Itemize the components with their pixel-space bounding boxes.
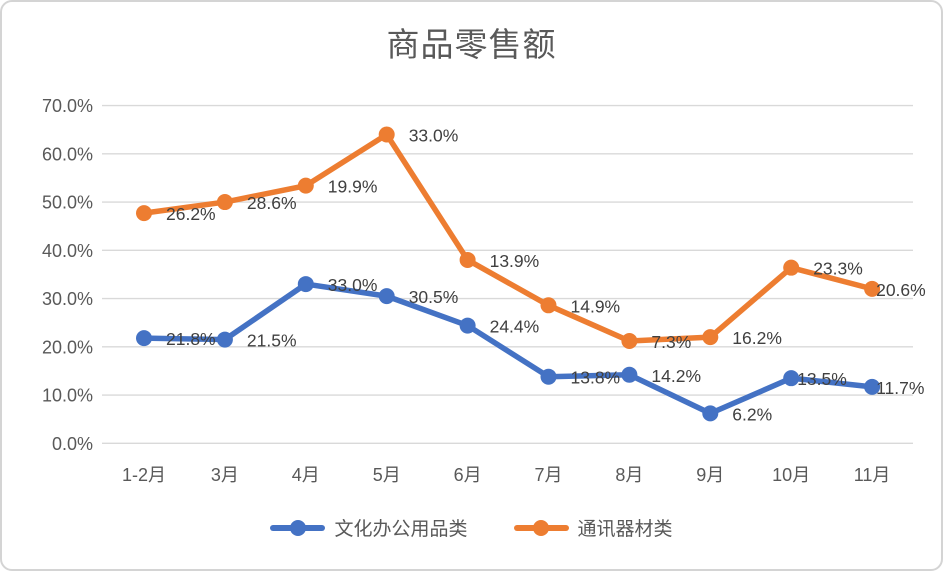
data-point-marker xyxy=(702,329,719,346)
legend-marker-icon xyxy=(270,519,326,536)
data-point-label: 26.2% xyxy=(166,204,216,224)
y-tick-label: 70.0% xyxy=(42,96,93,116)
legend-item-1: 通讯器材类 xyxy=(513,514,673,541)
legend-item-0: 文化办公用品类 xyxy=(270,514,468,541)
series-line-0 xyxy=(141,281,875,417)
legend-label: 通讯器材类 xyxy=(577,519,673,540)
data-point-marker xyxy=(540,368,557,385)
data-point-marker xyxy=(297,276,314,293)
data-point-label: 13.5% xyxy=(797,369,847,389)
data-point-marker xyxy=(378,126,395,143)
data-point-marker xyxy=(297,177,314,194)
data-point-marker xyxy=(864,378,881,395)
data-point-marker xyxy=(783,370,800,387)
data-point-label: 14.2% xyxy=(651,366,701,386)
data-point-marker xyxy=(864,280,881,297)
data-point-marker xyxy=(136,205,152,222)
legend-label: 文化办公用品类 xyxy=(334,519,468,540)
data-point-marker xyxy=(540,297,557,314)
data-point-marker xyxy=(216,194,233,211)
data-point-label: 16.2% xyxy=(732,328,782,348)
x-tick-label: 1-2月 xyxy=(122,465,166,485)
data-point-label: 14.9% xyxy=(571,296,621,316)
y-tick-label: 0.0% xyxy=(52,434,93,454)
chart-title: 商品零售额 xyxy=(386,26,557,63)
data-point-label: 21.5% xyxy=(247,331,297,351)
data-point-label: 11.7% xyxy=(876,378,924,398)
y-tick-label: 10.0% xyxy=(42,386,93,406)
x-tick-label: 11月 xyxy=(854,465,891,485)
y-tick-label: 40.0% xyxy=(42,241,93,261)
data-point-label: 33.0% xyxy=(409,126,459,146)
data-point-label: 24.4% xyxy=(490,317,540,337)
data-point-label: 13.8% xyxy=(571,368,621,388)
data-point-label: 21.8% xyxy=(166,329,216,349)
data-point-marker xyxy=(621,366,638,383)
data-point-marker xyxy=(459,251,476,268)
x-tick-label: 3月 xyxy=(211,465,239,485)
data-point-label: 6.2% xyxy=(732,404,772,424)
x-tick-label: 10月 xyxy=(772,465,810,485)
chart-legend: 文化办公用品类 通讯器材类 xyxy=(2,514,941,541)
x-tick-label: 6月 xyxy=(454,465,482,485)
data-point-marker xyxy=(216,331,233,348)
legend-marker-icon xyxy=(513,519,569,536)
y-tick-label: 30.0% xyxy=(42,289,93,309)
data-point-label: 13.9% xyxy=(490,251,540,271)
data-point-marker xyxy=(702,405,719,422)
y-tick-label: 50.0% xyxy=(42,193,93,213)
data-point-marker xyxy=(783,259,800,276)
data-point-label: 28.6% xyxy=(247,193,297,213)
x-tick-label: 5月 xyxy=(373,465,401,485)
y-tick-label: 60.0% xyxy=(42,144,93,164)
x-tick-label: 7月 xyxy=(534,465,562,485)
legend-dot-icon xyxy=(533,519,549,536)
data-point-marker xyxy=(621,333,638,350)
data-point-label: 19.9% xyxy=(328,177,378,197)
data-point-label: 33.0% xyxy=(328,275,378,295)
data-point-marker xyxy=(136,330,152,347)
data-point-label: 20.6% xyxy=(876,280,926,300)
legend-dot-icon xyxy=(289,519,306,536)
series-line-1 xyxy=(141,131,875,344)
data-point-marker xyxy=(459,317,476,334)
data-point-label: 23.3% xyxy=(813,259,863,279)
x-tick-label: 4月 xyxy=(292,465,320,485)
data-point-label: 30.5% xyxy=(409,287,459,307)
y-tick-label: 20.0% xyxy=(42,337,93,357)
x-tick-label: 8月 xyxy=(615,465,643,485)
data-point-label: 7.3% xyxy=(651,332,691,352)
x-tick-label: 9月 xyxy=(696,465,724,485)
data-point-marker xyxy=(378,288,395,305)
